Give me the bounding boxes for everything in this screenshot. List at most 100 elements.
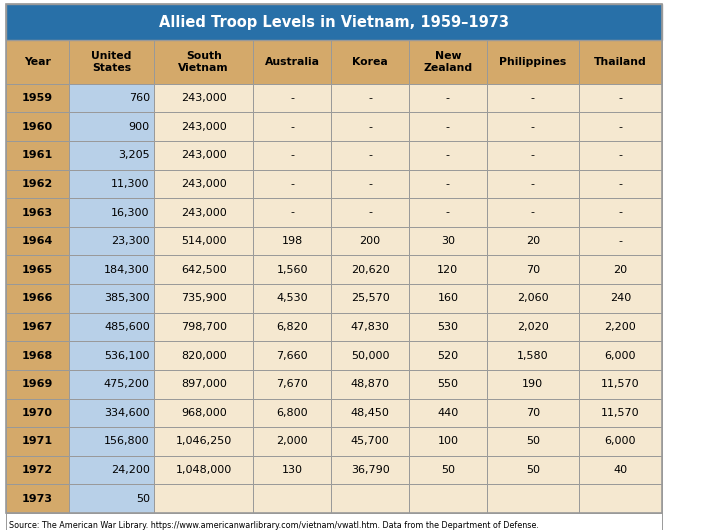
Text: 20: 20 <box>526 236 540 246</box>
Text: 1964: 1964 <box>22 236 53 246</box>
Bar <box>487 399 579 427</box>
Bar <box>253 255 331 284</box>
Bar <box>487 341 579 370</box>
Text: Source: The American War Library. https://www.americanwarlibrary.com/vietnam/vwa: Source: The American War Library. https:… <box>9 522 539 530</box>
Text: 243,000: 243,000 <box>181 122 227 131</box>
Text: 1970: 1970 <box>22 408 53 418</box>
Bar <box>409 313 487 341</box>
Bar <box>331 40 409 84</box>
Bar <box>487 456 579 484</box>
Text: 642,500: 642,500 <box>181 265 227 275</box>
Bar <box>253 427 331 456</box>
Bar <box>579 341 662 370</box>
Text: -: - <box>368 208 372 217</box>
Bar <box>6 341 69 370</box>
Bar <box>154 341 253 370</box>
Bar <box>579 198 662 227</box>
Text: 1,048,000: 1,048,000 <box>176 465 232 475</box>
Bar <box>409 284 487 313</box>
Text: 243,000: 243,000 <box>181 151 227 160</box>
Bar <box>487 427 579 456</box>
Bar <box>487 84 579 112</box>
Bar <box>409 227 487 255</box>
Bar <box>331 427 409 456</box>
Text: 1966: 1966 <box>22 294 53 303</box>
Bar <box>409 427 487 456</box>
Bar <box>331 484 409 513</box>
Text: -: - <box>618 93 622 103</box>
Bar <box>331 141 409 170</box>
Bar <box>253 399 331 427</box>
Text: Thailand: Thailand <box>594 57 647 67</box>
Bar <box>579 313 662 341</box>
Text: 50: 50 <box>526 437 540 446</box>
Text: 243,000: 243,000 <box>181 93 227 103</box>
Text: 760: 760 <box>129 93 150 103</box>
Bar <box>154 427 253 456</box>
Text: 198: 198 <box>282 236 303 246</box>
Text: 2,200: 2,200 <box>604 322 636 332</box>
Bar <box>487 198 579 227</box>
Bar <box>487 370 579 399</box>
Text: 6,800: 6,800 <box>276 408 308 418</box>
Bar <box>69 484 154 513</box>
Text: 156,800: 156,800 <box>104 437 150 446</box>
Text: -: - <box>368 122 372 131</box>
Text: 536,100: 536,100 <box>104 351 150 360</box>
Text: 1963: 1963 <box>22 208 53 217</box>
Text: 160: 160 <box>437 294 459 303</box>
Bar <box>253 198 331 227</box>
Bar <box>69 198 154 227</box>
Text: Philippines: Philippines <box>499 57 567 67</box>
Text: 20: 20 <box>613 265 627 275</box>
Text: -: - <box>618 151 622 160</box>
Bar <box>409 456 487 484</box>
Text: 184,300: 184,300 <box>104 265 150 275</box>
Bar <box>409 40 487 84</box>
Text: 1,560: 1,560 <box>276 265 308 275</box>
Bar <box>154 198 253 227</box>
Bar <box>331 198 409 227</box>
Bar <box>487 170 579 198</box>
Text: Korea: Korea <box>352 57 388 67</box>
Bar <box>487 484 579 513</box>
Text: 4,530: 4,530 <box>276 294 308 303</box>
Bar <box>69 84 154 112</box>
Text: 40: 40 <box>613 465 627 475</box>
Text: 6,000: 6,000 <box>605 351 636 360</box>
Text: -: - <box>290 122 294 131</box>
Text: 243,000: 243,000 <box>181 179 227 189</box>
Text: 50: 50 <box>441 465 455 475</box>
Text: 1968: 1968 <box>22 351 53 360</box>
Text: 520: 520 <box>437 351 459 360</box>
Text: 50,000: 50,000 <box>351 351 390 360</box>
Text: Australia: Australia <box>265 57 320 67</box>
Text: 530: 530 <box>437 322 459 332</box>
Text: -: - <box>531 122 535 131</box>
Bar <box>154 227 253 255</box>
Bar <box>69 141 154 170</box>
Bar <box>6 141 69 170</box>
Bar <box>487 255 579 284</box>
Bar <box>331 399 409 427</box>
Bar <box>6 198 69 227</box>
Text: 1965: 1965 <box>22 265 53 275</box>
Text: 190: 190 <box>522 379 544 389</box>
Bar <box>487 284 579 313</box>
Bar <box>253 170 331 198</box>
Text: 70: 70 <box>526 408 540 418</box>
Text: 7,670: 7,670 <box>276 379 308 389</box>
Text: 475,200: 475,200 <box>104 379 150 389</box>
Text: -: - <box>531 93 535 103</box>
Bar <box>154 170 253 198</box>
Bar <box>6 255 69 284</box>
Text: -: - <box>618 208 622 217</box>
Bar <box>69 255 154 284</box>
Text: 1959: 1959 <box>22 93 53 103</box>
Text: 1967: 1967 <box>22 322 53 332</box>
Text: 3,205: 3,205 <box>118 151 150 160</box>
Bar <box>579 255 662 284</box>
Bar <box>253 84 331 112</box>
Text: 48,450: 48,450 <box>351 408 390 418</box>
Bar <box>331 284 409 313</box>
